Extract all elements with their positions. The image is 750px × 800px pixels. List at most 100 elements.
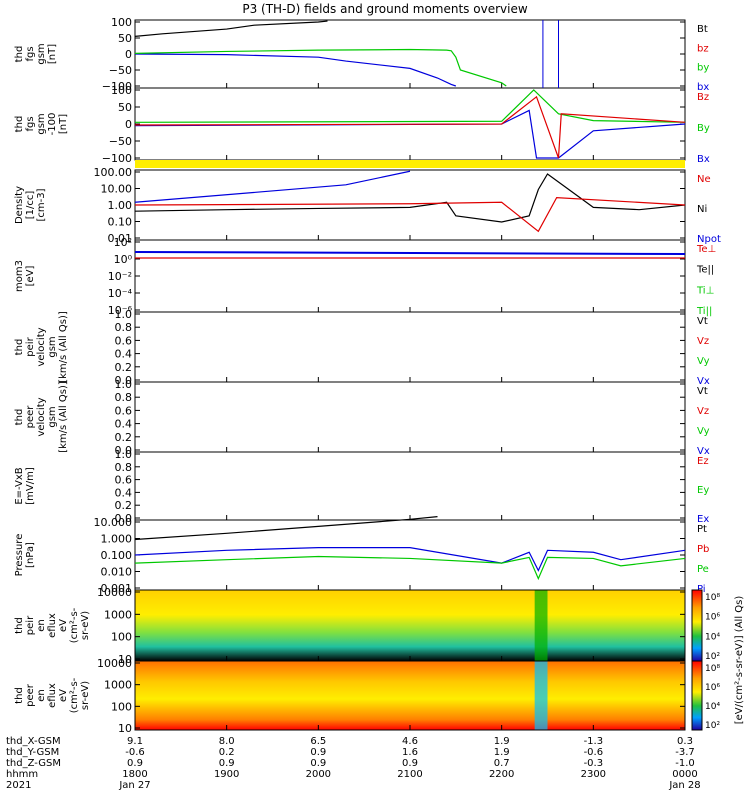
panel-frame xyxy=(134,451,686,521)
axis-row-value: 2200 xyxy=(489,769,514,780)
y-axis-label: peir xyxy=(25,615,36,635)
y-axis-label: [km/s (All Qs)] xyxy=(58,311,69,383)
axis-row-value: 8.0 xyxy=(219,736,235,747)
y-axis-label: gsm xyxy=(47,406,58,427)
spectrogram xyxy=(135,590,685,661)
axis-row-label: hhmm xyxy=(6,769,38,780)
y-tick-label: 1.0 xyxy=(115,378,133,391)
y-tick-label: 0.8 xyxy=(115,321,133,334)
panel-8: 1.00.80.60.40.20.0 E=-VxB [mV/m] Ez Ey Ex xyxy=(14,448,709,525)
y-tick-label: 0.4 xyxy=(115,486,133,499)
y-tick-label: 1.0 xyxy=(115,448,133,461)
legend-entry: Bz xyxy=(697,92,709,103)
y-axis-label: E=-VxB xyxy=(14,467,25,504)
axis-row-value: 2300 xyxy=(581,769,606,780)
panel-frame xyxy=(134,381,686,453)
axis-row-label: thd_Z-GSM xyxy=(6,758,61,769)
legend-entry: Pt xyxy=(697,524,707,535)
y-axis-label: [km/s (All Qs)] xyxy=(58,381,69,453)
series-Bx xyxy=(134,109,686,159)
axis-row-value: 0.9 xyxy=(127,758,143,769)
panel-10: 10000 1000 100 10 thd peir en eflux eV (cm²-s-sr-… xyxy=(14,586,686,666)
colorbar xyxy=(691,589,703,662)
y-axis-label: en xyxy=(36,689,47,702)
legend-entry: Vz xyxy=(697,406,709,417)
axis-row-value: 0000 xyxy=(672,769,697,780)
legend-entry: bx xyxy=(697,82,709,93)
y-axis-label: eflux xyxy=(47,613,58,638)
series-Ni xyxy=(134,173,686,223)
y-axis-label: thd xyxy=(14,46,25,63)
series-Bt xyxy=(134,20,328,37)
y-axis-label: velocity xyxy=(36,397,47,436)
series-bx xyxy=(134,53,457,87)
series-Pi xyxy=(134,547,686,572)
y-axis-label: [nT] xyxy=(47,44,58,64)
axis-row-value: 2100 xyxy=(397,769,422,780)
y-tick-label: 0.2 xyxy=(115,431,133,444)
y-tick-label: 0.4 xyxy=(115,418,133,431)
legend-entry: By xyxy=(697,123,710,134)
y-tick-label: 1.0 xyxy=(115,308,133,321)
y-tick-label: 0.0 xyxy=(115,374,133,387)
legend-entry: Vz xyxy=(697,336,709,347)
y-tick-label: 0 xyxy=(125,118,132,131)
y-tick-label: 100 xyxy=(111,700,132,713)
colorbar-label: [eV/(cm²-s-sr-eV)] (All Qs) xyxy=(734,596,745,725)
y-axis-label: thd xyxy=(14,617,25,634)
y-axis-label: mom3 xyxy=(14,260,25,292)
legend-entry: Vy xyxy=(697,426,710,437)
y-tick-label: 10.00 xyxy=(101,183,133,196)
y-tick-label: 1000 xyxy=(104,608,132,621)
y-tick-label: 0.100 xyxy=(101,549,133,562)
axis-row-value: 0.9 xyxy=(219,758,235,769)
axis-row-value: 1900 xyxy=(214,769,239,780)
panel-5: 10² 10⁰ 10⁻² 10⁻⁴ 10⁻⁶ mom3 [eV] Te⊥ Te|| Ti⊥ Ti|| xyxy=(14,236,716,317)
y-axis-label: Pressure xyxy=(14,534,25,577)
legend-entry: Ne xyxy=(697,174,711,185)
series-Ti xyxy=(134,251,686,255)
axis-row-value: Jan 28 xyxy=(668,780,700,791)
figure-title: P3 (TH-D) fields and ground moments over… xyxy=(242,2,527,16)
panel-4: 100.00 10.00 1.00 0.10 0.01 Density [1/cc] [cm-… xyxy=(14,166,721,245)
y-tick-label: 0.010 xyxy=(101,566,133,579)
y-tick-label: 100 xyxy=(111,631,132,644)
axis-row-value: 1800 xyxy=(122,769,147,780)
y-axis-label: gsm xyxy=(47,336,58,357)
axis-row-value: 9.1 xyxy=(127,736,143,747)
axis-row-value: -0.3 xyxy=(584,758,604,769)
y-tick-label: 0.0 xyxy=(115,444,133,457)
y-tick-label: 0.01 xyxy=(108,232,133,245)
y-tick-label: 0.8 xyxy=(115,391,133,404)
legend-entry: bz xyxy=(697,43,709,54)
legend-entry: Vy xyxy=(697,356,710,367)
colorbar-tick: 10⁸ xyxy=(705,593,720,603)
y-axis-label: thd xyxy=(14,116,25,133)
y-tick-label: 100 xyxy=(111,84,132,97)
axis-row-value: 0.9 xyxy=(310,758,326,769)
axis-row-value: 1.9 xyxy=(494,747,510,758)
axis-row-value: 2000 xyxy=(306,769,331,780)
legend-entry: Vt xyxy=(697,316,708,327)
y-tick-label: 0.8 xyxy=(115,461,133,474)
legend-entry: Bx xyxy=(697,154,710,165)
colorbar-tick: 10⁸ xyxy=(705,664,720,674)
colorbar-tick: 10² xyxy=(705,721,720,731)
series-Pt xyxy=(134,516,438,541)
y-axis-label: [mV/m] xyxy=(25,467,36,505)
panel-11: 10000 1000 100 10 thd peer en eflux eV (cm²-s-sr-… xyxy=(14,657,686,735)
y-tick-label: 10 xyxy=(118,722,132,735)
y-axis-label: thd xyxy=(14,687,25,704)
legend-entry: Te⊥ xyxy=(696,244,716,255)
legend-entry: Ex xyxy=(697,514,709,525)
legend-entry: Pe xyxy=(697,564,709,575)
panel-frame xyxy=(134,311,686,383)
y-axis-label: Density xyxy=(14,186,25,224)
y-axis-label: sr-eV) xyxy=(80,611,91,640)
series-Bz xyxy=(134,95,686,159)
axis-row-value: 0.7 xyxy=(494,758,510,769)
panel-1: 100 50 0 −50 −100 thd fgs gsm [nT] Bt bz by bx xyxy=(14,16,709,93)
axis-row-value: -0.6 xyxy=(584,747,604,758)
series-by xyxy=(134,48,507,87)
y-axis-label: [nT] xyxy=(58,114,69,134)
